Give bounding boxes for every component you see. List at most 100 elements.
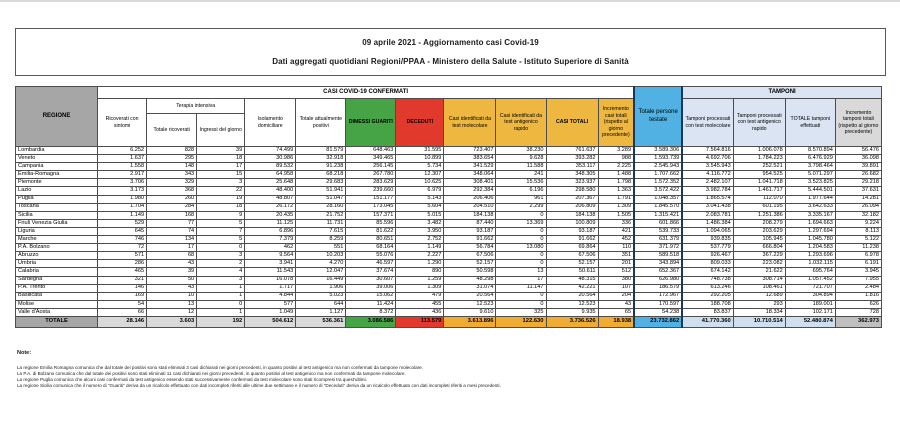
value-cell: 23.732.862 <box>633 315 684 328</box>
value-cell: 100.809 <box>545 218 599 228</box>
value-cell: 2.482.107 <box>681 178 734 188</box>
value-cell: 601.195 <box>732 202 786 212</box>
value-cell: 1.293.696 <box>784 251 836 261</box>
region-name-cell: Friuli Venezia Giulia <box>14 218 99 228</box>
value-cell: 204.510 <box>443 202 497 212</box>
value-cell: 16.078 <box>244 275 297 285</box>
value-cell: 308.401 <box>443 178 497 188</box>
value-cell: 2.545.943 <box>633 162 684 172</box>
value-cell: 5.604 <box>395 202 445 212</box>
value-cell: 93.187 <box>443 226 497 237</box>
value-cell: 1.791 <box>597 194 635 204</box>
value-cell: 3 <box>196 178 246 188</box>
value-cell: 173.045 <box>345 202 397 212</box>
value-cell: 168 <box>146 210 198 220</box>
value-cell: 939.835 <box>681 235 734 245</box>
value-cell: 28.160 <box>295 202 347 212</box>
value-cell: 30.986 <box>244 154 297 164</box>
value-cell: 108.461 <box>732 283 786 293</box>
value-cell: 9.628 <box>495 154 547 164</box>
value-cell: 52.480.874 <box>784 315 836 328</box>
value-cell: 1.251.386 <box>732 210 786 220</box>
value-cell: 3.572.422 <box>633 186 684 196</box>
value-cell: 112.070 <box>732 194 786 204</box>
value-cell: 146 <box>97 283 148 293</box>
value-cell: 0 <box>196 299 246 309</box>
value-cell: 0 <box>495 251 547 261</box>
value-cell: 1.980 <box>97 194 148 204</box>
value-cell: 1.363 <box>597 186 635 196</box>
value-cell: 9.610 <box>443 307 497 317</box>
table-row: Emilia-Romagna 2.917 343 15 64.958 68.218 267.… <box>14 170 883 180</box>
value-cell: 1.045.780 <box>784 235 836 245</box>
value-cell: 1 <box>196 283 246 293</box>
value-cell: 1.048.357 <box>633 194 684 204</box>
table-row: Lazio 3.173 368 22 48.400 51.941 239.660 6.979 2… <box>14 186 883 196</box>
value-cell: 1.057.452 <box>784 275 836 285</box>
value-cell: 462 <box>244 243 297 253</box>
value-cell: 11.147 <box>495 283 547 293</box>
value-cell: 65 <box>597 307 635 317</box>
value-cell: 157.371 <box>345 210 397 220</box>
value-cell: 7.564.816 <box>681 145 734 156</box>
value-cell: 1.977.644 <box>784 194 836 204</box>
value-cell: 12.307 <box>395 170 445 180</box>
col-header-casi-antigenico: Casi identificati da test antigenico rap… <box>495 98 547 147</box>
value-cell: 348.305 <box>545 170 599 180</box>
value-cell: 5.143 <box>395 194 445 204</box>
value-cell: 105.945 <box>732 235 786 245</box>
value-cell: 6.979 <box>395 186 445 196</box>
value-cell: 189.001 <box>784 299 836 309</box>
value-cell: 1.704 <box>97 202 148 212</box>
value-cell: 6.476.929 <box>784 154 836 164</box>
value-cell: 631.379 <box>633 235 684 245</box>
value-cell: 67.506 <box>545 251 599 261</box>
value-cell: 91.238 <box>295 162 347 172</box>
region-name-cell: Calabria <box>14 267 99 277</box>
report-title-box: 09 aprile 2021 - Aggiornamento casi Covi… <box>15 28 886 76</box>
table-header: REGIONE CASI COVID-19 CONFERMATI Totale … <box>14 86 883 147</box>
col-header-totale-tamponi: TOTALE tamponi effettuati <box>784 98 836 147</box>
value-cell: 122.630 <box>495 315 547 328</box>
col-header-casi-totali: CASI TOTALI <box>545 98 599 147</box>
value-cell: 589.518 <box>633 251 684 261</box>
value-cell: 626.980 <box>633 275 684 285</box>
value-cell: 298.580 <box>545 186 599 196</box>
group-header-casi-confermati: CASI COVID-19 CONFERMATI <box>97 86 635 99</box>
covid-data-table: REGIONE CASI COVID-19 CONFERMATI Totale … <box>14 86 883 328</box>
value-cell: 68.218 <box>295 170 347 180</box>
value-cell: 7.615 <box>295 226 347 237</box>
value-cell: 32.182 <box>834 210 883 220</box>
value-cell: 102.171 <box>784 307 836 317</box>
value-cell: 39.891 <box>834 162 883 172</box>
value-cell: 186.579 <box>633 283 684 293</box>
value-cell: 362.973 <box>834 315 883 328</box>
value-cell: 3.798.464 <box>784 162 836 172</box>
value-cell: 1.049 <box>244 307 297 317</box>
region-name-cell: Puglia <box>14 194 99 204</box>
value-cell: 341.529 <box>443 162 497 172</box>
region-name-cell: Umbria <box>14 259 99 269</box>
value-cell: 10 <box>146 291 198 301</box>
value-cell: 12.689 <box>732 291 786 301</box>
value-cell: 20.564 <box>545 291 599 301</box>
notes-lines: La regione Emilia Romagna comunica che d… <box>17 365 877 389</box>
value-cell: 3.941 <box>244 259 297 269</box>
value-cell: 68.164 <box>345 243 397 253</box>
value-cell: 0 <box>495 259 547 269</box>
value-cell: 38.230 <box>495 145 547 156</box>
value-cell: 80.651 <box>345 235 397 245</box>
value-cell: 55.076 <box>345 251 397 261</box>
table-row: Friuli Venezia Giulia 529 77 5 11.125 11.731 8… <box>14 218 883 228</box>
value-cell: 26.172 <box>244 202 297 212</box>
value-cell: 380 <box>597 275 635 285</box>
value-cell: 436 <box>395 307 445 317</box>
region-name-cell: P.A. Trento <box>14 283 99 293</box>
value-cell: 5.015 <box>395 210 445 220</box>
value-cell: 5 <box>196 218 246 228</box>
value-cell: 37.674 <box>345 267 397 277</box>
note-line: La P.A. di Bolzano comunica che dal tota… <box>17 371 406 376</box>
table-row: Valle d'Aosta 66 12 1 1.049 1.127 8.372 436 9.61… <box>14 307 883 317</box>
region-name-cell: Toscana <box>14 202 99 212</box>
value-cell: 50.598 <box>443 267 497 277</box>
